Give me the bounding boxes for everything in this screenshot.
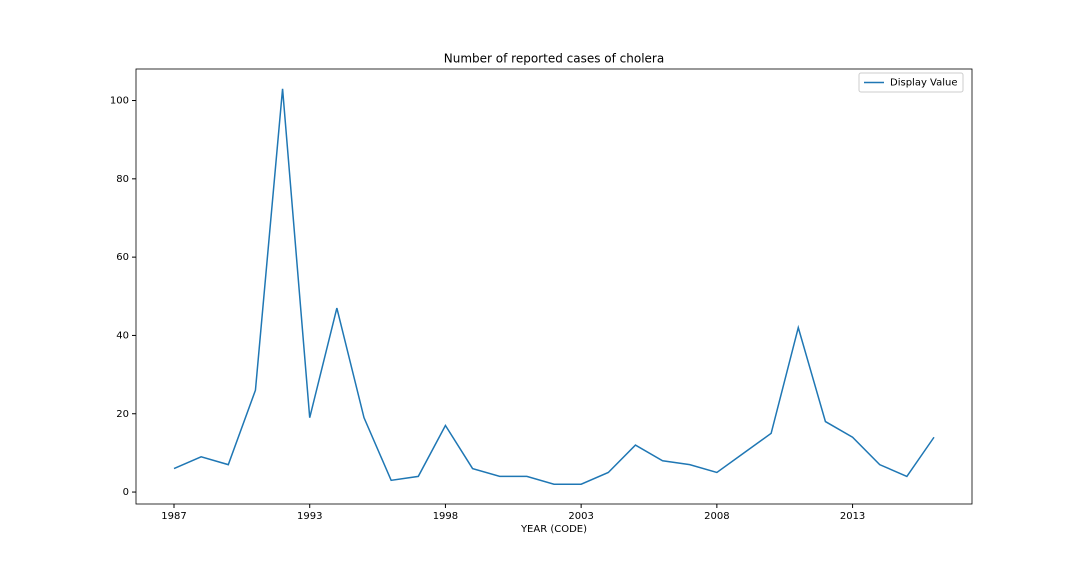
legend-box [858,72,964,93]
axes-frame [135,68,973,505]
x-axis-label: YEAR (CODE) [520,524,587,535]
y-tick-label: 80 [116,174,129,185]
x-tick-label: 2013 [840,511,865,522]
legend-label: Display Value [890,78,958,89]
x-tick-label: 2003 [568,511,593,522]
y-tick-label: 60 [116,252,129,263]
x-tick-label: 1998 [433,511,458,522]
y-tick-label: 0 [123,487,129,498]
x-tick-label: 1993 [297,511,322,522]
x-tick-label: 2008 [704,511,729,522]
line-series [173,88,935,485]
x-tick-label: 1987 [161,511,186,522]
y-tick-label: 20 [116,409,129,420]
chart-title: Number of reported cases of cholera [444,52,664,66]
y-tick-label: 40 [116,330,129,341]
y-tick-label: 100 [110,96,129,107]
